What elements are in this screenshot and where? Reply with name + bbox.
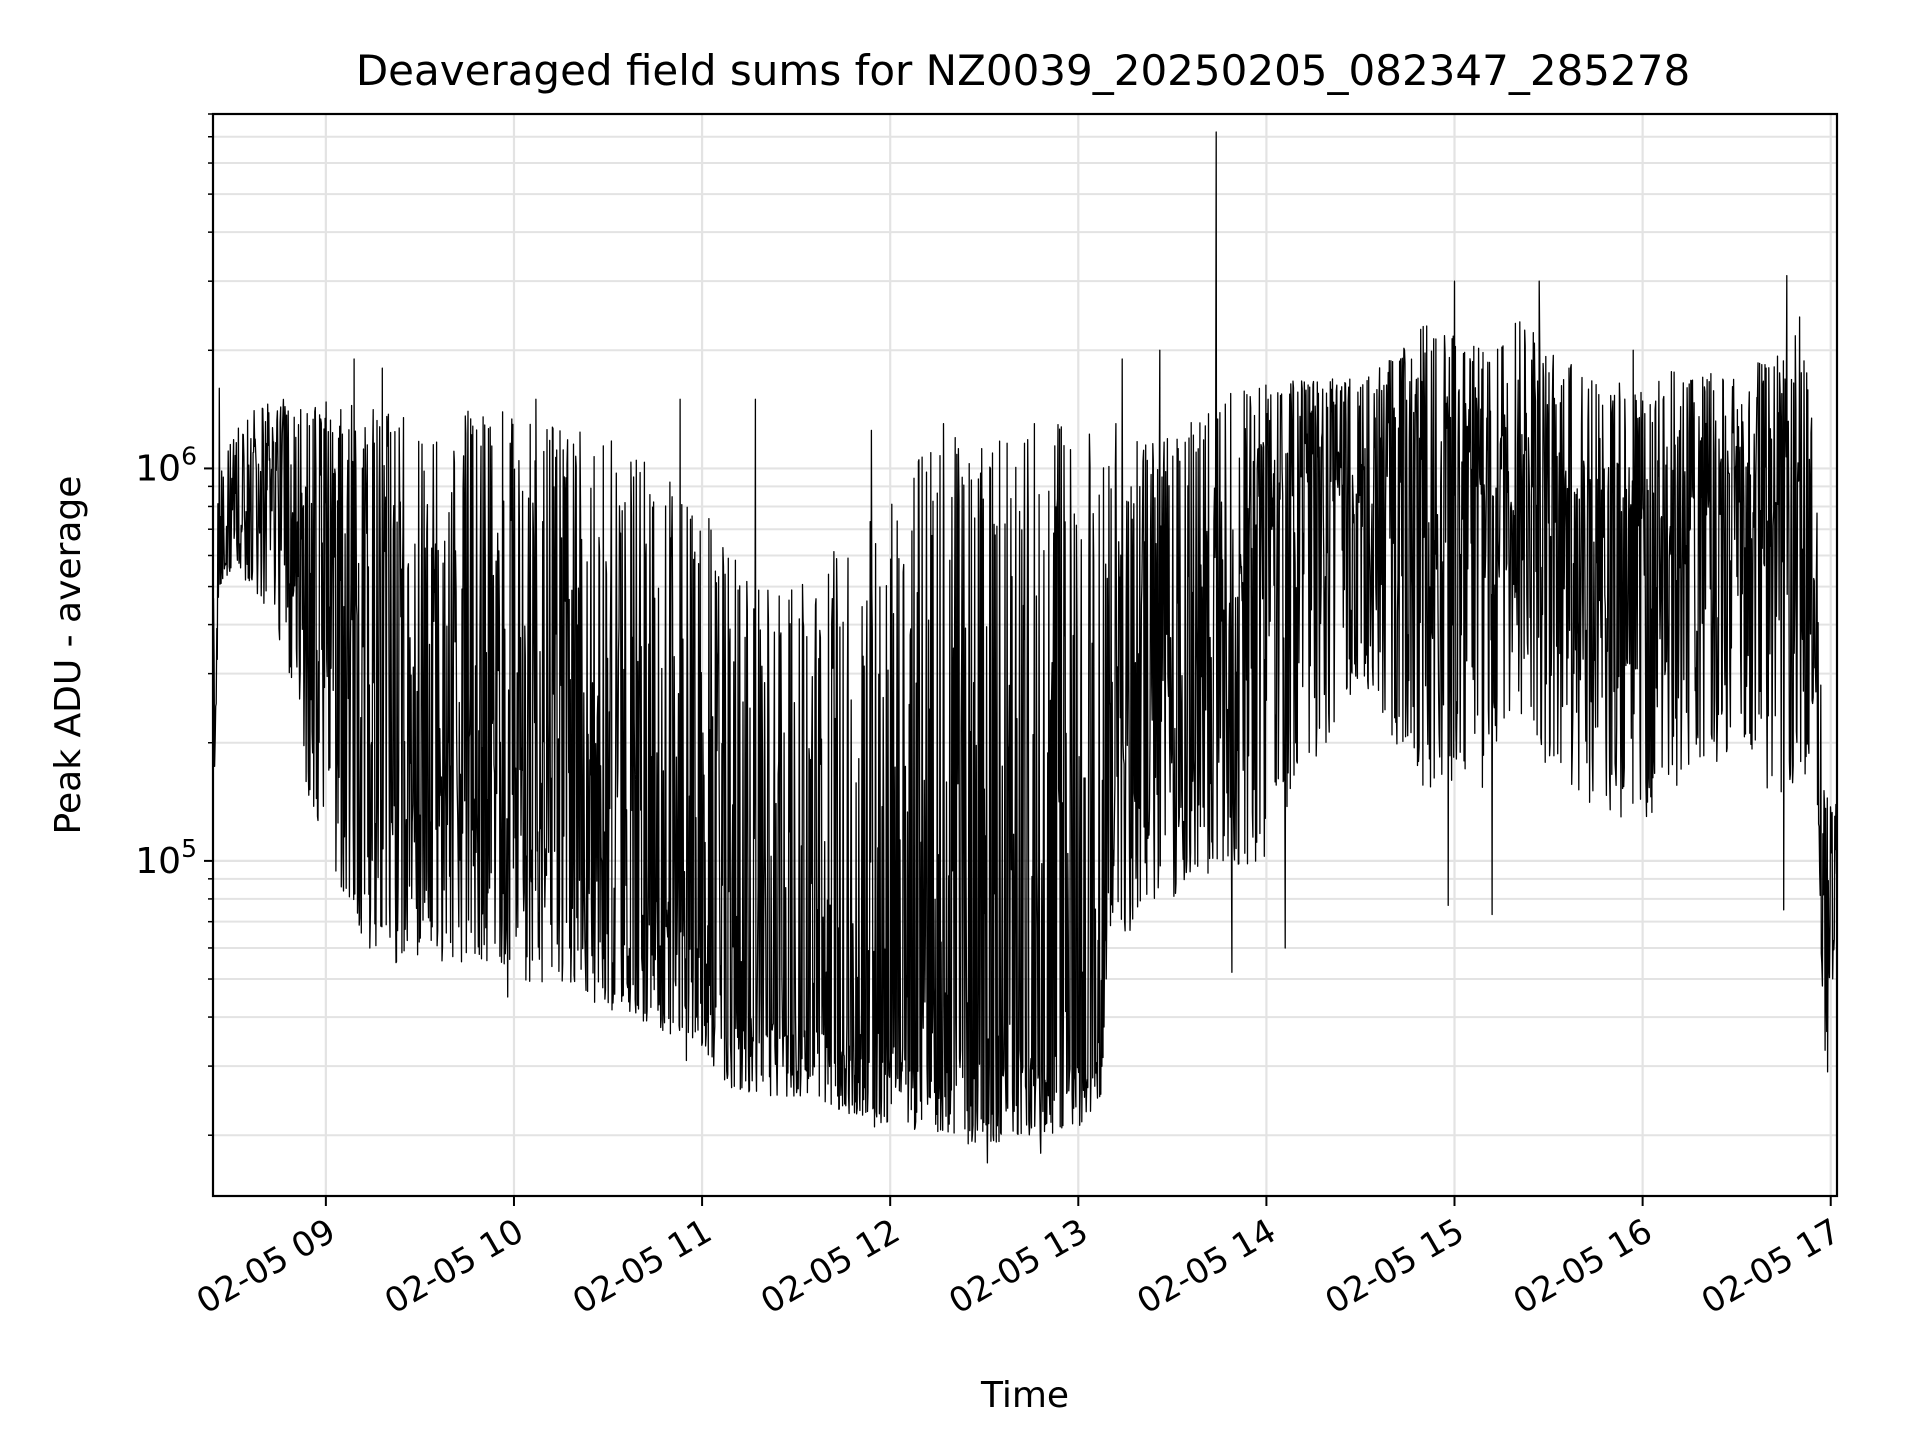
- data-series: [212, 131, 1838, 1164]
- y-axis-label: Peak ADU - average: [48, 476, 89, 835]
- x-axis-label: Time: [980, 1375, 1069, 1416]
- chart-title: Deaveraged field sums for NZ0039_2025020…: [356, 46, 1690, 95]
- y-tick-label: 106: [135, 441, 197, 489]
- plot-area-frame: [211, 112, 1839, 1198]
- y-tick-label: 105: [135, 834, 197, 882]
- series-line: [212, 131, 1838, 1164]
- y-axis: 105 106: [135, 113, 213, 1136]
